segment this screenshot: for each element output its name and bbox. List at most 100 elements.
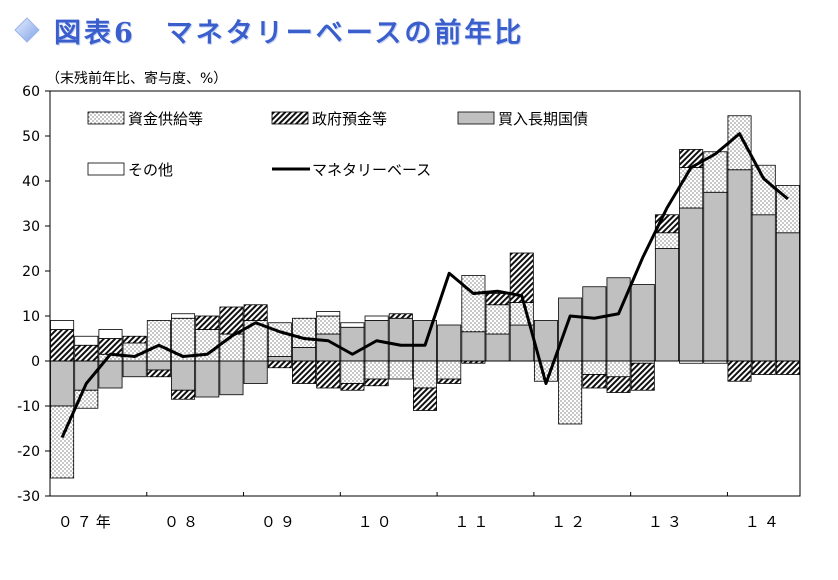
bar-shikin: [703, 151, 728, 193]
bar-kokusai: [485, 333, 510, 362]
legend-label-seifu: 政府預金等: [312, 110, 387, 128]
bar-kokusai: [292, 347, 317, 362]
legend-label-line: マネタリーベース: [312, 161, 431, 179]
bar-seifu: [582, 374, 607, 389]
bar-shikin: [727, 115, 752, 171]
bar-shikin: [292, 317, 317, 348]
bar-kokusai: [243, 360, 268, 384]
bar-other: [171, 313, 196, 319]
bar-seifu: [679, 149, 704, 168]
bar-shikin: [582, 360, 607, 375]
bar-seifu: [727, 360, 752, 382]
bar-seifu: [630, 362, 655, 391]
bar-other: [340, 322, 365, 328]
bar-seifu: [413, 387, 437, 411]
bar-seifu: [606, 376, 631, 393]
legend-label-kokusai: 買入長期国債: [498, 110, 588, 128]
x-tick-label: ０７年: [58, 513, 115, 531]
line-monetary-base: [60, 132, 789, 439]
bar-shikin: [364, 360, 389, 380]
legend-label-other: その他: [128, 161, 173, 179]
title-bar: 図表6 マネタリーベースの前年比: [14, 8, 524, 52]
y-tick-label: -10: [17, 399, 40, 415]
y-tick-label: 50: [22, 129, 40, 145]
bar-seifu: [98, 338, 123, 355]
bar-kokusai: [171, 360, 196, 391]
bar-kokusai: [437, 324, 462, 362]
legend-swatch-kokusai: [457, 111, 495, 125]
bar-kokusai: [316, 333, 341, 362]
y-tick-label: 60: [22, 84, 40, 100]
bar-kokusai: [630, 284, 655, 362]
bar-seifu: [388, 313, 413, 319]
y-tick-label: 10: [22, 309, 40, 325]
bar-seifu: [146, 369, 171, 378]
chart-title: 図表6 マネタリーベースの前年比: [54, 17, 525, 49]
bar-shikin: [340, 360, 365, 384]
bar-kokusai: [775, 232, 800, 362]
y-axis-label: （末残前年比、寄与度、%）: [46, 70, 227, 87]
bar-shikin: [461, 275, 486, 333]
bar-seifu: [437, 378, 462, 384]
legend-swatch-other: [87, 162, 125, 176]
bar-kokusai: [703, 191, 728, 362]
legend-swatch-seifu: [271, 111, 309, 125]
y-tick-label: 20: [22, 264, 40, 280]
bar-kokusai: [50, 360, 75, 407]
bar-kokusai: [582, 286, 607, 362]
bar-seifu: [292, 360, 317, 384]
y-tick-label: 30: [22, 219, 40, 235]
bar-seifu: [364, 378, 389, 387]
bar-seifu: [122, 335, 147, 344]
bar-shikin: [751, 164, 776, 216]
bar-seifu: [485, 293, 510, 306]
bar-other: [316, 311, 341, 317]
x-tick-label: １２: [551, 513, 589, 531]
x-tick-label: １３: [648, 513, 686, 531]
bar-shikin: [485, 304, 510, 335]
bar-shikin: [316, 315, 341, 335]
bar-kokusai: [654, 248, 679, 362]
bar-kokusai: [388, 317, 413, 362]
bar-kokusai: [679, 207, 704, 362]
bar-shikin: [413, 360, 437, 389]
bar-other: [50, 320, 75, 330]
y-tick-label: 0: [31, 354, 40, 370]
bar-kokusai: [606, 277, 631, 362]
bar-other: [74, 335, 99, 346]
bar-other: [98, 329, 123, 339]
bar-kokusai: [727, 169, 752, 362]
bar-seifu: [243, 304, 268, 321]
bar-seifu: [340, 383, 365, 391]
bar-seifu: [171, 389, 196, 400]
bar-kokusai: [461, 331, 486, 362]
bar-kokusai: [558, 297, 583, 362]
bar-shikin: [654, 232, 679, 249]
bar-seifu: [751, 360, 776, 375]
bar-kokusai: [267, 356, 292, 362]
bar-kokusai: [340, 326, 365, 362]
bar-shikin: [679, 167, 704, 209]
bar-other: [364, 315, 389, 321]
bar-kokusai: [122, 360, 147, 378]
bar-shikin: [437, 360, 462, 380]
legend-swatch-shikin: [87, 111, 125, 125]
bar-kokusai: [146, 360, 171, 371]
bar-shikin: [146, 320, 171, 362]
bar-shikin: [606, 360, 631, 378]
bar-kokusai: [195, 360, 220, 398]
bar-seifu: [74, 344, 99, 362]
y-tick-label: -30: [17, 489, 40, 505]
x-tick-label: ０８: [164, 513, 202, 531]
bar-kokusai: [219, 360, 244, 396]
bar-seifu: [267, 360, 292, 369]
bar-seifu: [195, 315, 220, 330]
y-tick-label: 40: [22, 174, 40, 190]
y-tick-label: -20: [17, 444, 40, 460]
x-tick-label: １０: [358, 513, 396, 531]
legend-label-shikin: 資金供給等: [128, 110, 203, 128]
bar-seifu: [509, 252, 534, 303]
bar-seifu: [775, 360, 800, 375]
diamond-icon: [14, 17, 40, 43]
